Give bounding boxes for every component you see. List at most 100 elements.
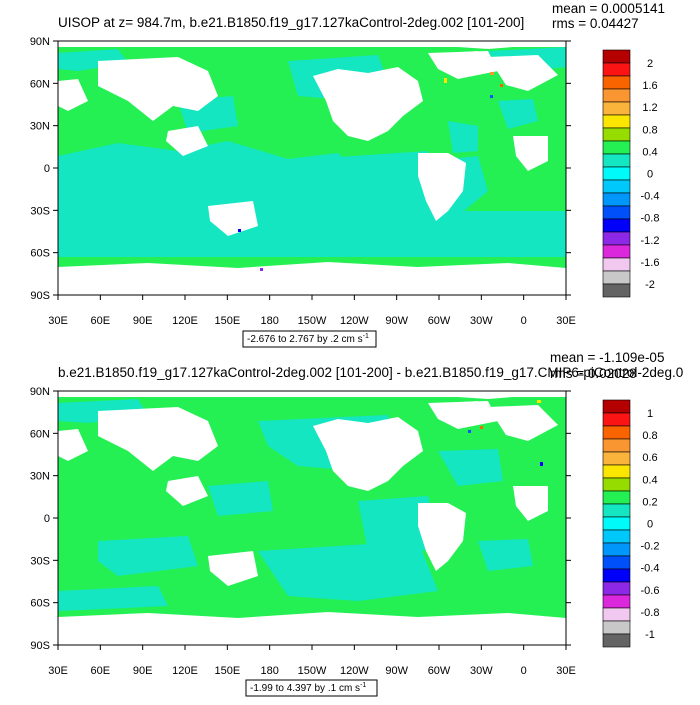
colorbar-swatch — [602, 153, 631, 168]
latitude-axis: 90N 60N 30N 0 30S 60S 90S — [30, 36, 571, 302]
x-tick-label: 30W — [470, 665, 493, 677]
x-tick-label: 60E — [91, 315, 111, 327]
colorbar-swatch — [602, 438, 631, 453]
y-tick-label: 0 — [44, 513, 50, 525]
y-tick-label: 30N — [30, 121, 50, 133]
longitude-axis: 30E 60E 90E 120E 150E 180 150W 120W 90W 60W 30W 0 30… — [48, 295, 576, 327]
colorbar-swatch — [602, 464, 631, 479]
colorbar-swatch — [602, 516, 631, 531]
colorbar-swatch — [602, 555, 631, 570]
colorbar-label: 1.2 — [642, 102, 657, 114]
colorbar-label: 0.2 — [642, 496, 657, 508]
x-tick-label: 90E — [133, 665, 153, 677]
x-tick-label: 30E — [556, 665, 576, 677]
x-tick-label: 60W — [428, 665, 451, 677]
land-masks — [58, 41, 566, 295]
x-tick-label: 150W — [298, 665, 327, 677]
colorbar-swatch — [602, 127, 631, 142]
colorbar-swatch — [602, 542, 631, 557]
colorbar-label: 1.6 — [642, 80, 657, 92]
colorbar-swatch — [602, 503, 631, 518]
y-tick-label: 30S — [30, 205, 50, 217]
y-tick-label: 90N — [30, 386, 50, 398]
ocean-spots — [238, 72, 503, 271]
colorbar-swatch — [602, 218, 631, 233]
y-tick-label: 60N — [30, 78, 50, 90]
colorbar-swatch — [602, 62, 631, 77]
contour-info: -1.99 to 4.397 by .1 cm s-1 — [250, 682, 366, 694]
colorbar-label: 0.4 — [642, 146, 657, 158]
x-tick-label: 180 — [260, 665, 278, 677]
y-tick-label: 90S — [30, 640, 50, 652]
colorbar-swatch — [602, 568, 631, 583]
colorbar-label: 0 — [647, 519, 653, 531]
colorbar-label: -0.4 — [641, 191, 660, 203]
colorbar-label: 1 — [647, 408, 653, 420]
y-tick-label: 30S — [30, 555, 50, 567]
colorbar: 1 0.8 0.6 0.4 0.2 0 -0.2 -0.4 -0.6 -0.8 -1 — [602, 399, 660, 648]
land-masks — [58, 391, 566, 645]
x-tick-label: 30E — [48, 315, 68, 327]
x-tick-label: 120E — [172, 315, 198, 327]
map-field — [58, 41, 566, 295]
panel-title: b.e21.B1850.f19_g17.127kaControl-2deg.00… — [58, 365, 683, 380]
x-tick-label: 180 — [260, 315, 278, 327]
colorbar-swatch — [602, 244, 631, 259]
y-tick-label: 60S — [30, 598, 50, 610]
colorbar-swatch — [602, 477, 631, 492]
colorbar-label: -1.6 — [641, 257, 660, 269]
colorbar-label: -0.8 — [641, 607, 660, 619]
colorbar-swatch — [602, 205, 631, 220]
colorbar-swatch — [602, 140, 631, 155]
x-tick-label: 30E — [556, 315, 576, 327]
mean-stat: mean = 0.0005141 — [552, 1, 665, 16]
colorbar-swatch — [602, 425, 631, 440]
y-tick-label: 30N — [30, 471, 50, 483]
x-tick-label: 0 — [521, 315, 527, 327]
x-tick-label: 90W — [385, 665, 408, 677]
rms-stat: rms = 0.02028 — [550, 366, 637, 381]
colorbar-swatch — [602, 529, 631, 544]
x-tick-label: 90E — [133, 315, 153, 327]
x-tick-label: 120W — [340, 315, 369, 327]
y-tick-label: 90N — [30, 36, 50, 48]
colorbar-swatch — [602, 257, 631, 272]
colorbar-swatch — [602, 633, 631, 648]
colorbar-label: -0.6 — [641, 585, 660, 597]
colorbar-swatch — [602, 283, 631, 298]
x-tick-label: 0 — [521, 665, 527, 677]
colorbar-swatch — [602, 114, 631, 129]
colorbar-label: 0.8 — [642, 430, 657, 442]
x-tick-label: 150W — [298, 315, 327, 327]
panel-difference: b.e21.B1850.f19_g17.127kaControl-2deg.00… — [30, 350, 683, 697]
colorbar-label: -1.2 — [641, 235, 660, 247]
colorbar-label: 0.6 — [642, 452, 657, 464]
colorbar-swatch — [602, 270, 631, 285]
x-tick-label: 120E — [172, 665, 198, 677]
colorbar-swatch — [602, 179, 631, 194]
y-tick-label: 60N — [30, 428, 50, 440]
colorbar-swatch — [602, 594, 631, 609]
colorbar-label: -0.4 — [641, 563, 660, 575]
colorbar-label: 0 — [647, 169, 653, 181]
colorbar-swatch — [602, 101, 631, 116]
colorbar-swatch — [602, 399, 631, 414]
contour-info-box: -1.99 to 4.397 by .1 cm s-1 — [245, 679, 378, 697]
y-tick-label: 60S — [30, 248, 50, 260]
x-tick-label: 60W — [428, 315, 451, 327]
longitude-axis: 30E 60E 90E 120E 150E 180 150W 120W 90W 60W 30W 0 30… — [48, 645, 576, 677]
colorbar-label: 2 — [647, 58, 653, 70]
x-tick-label: 150E — [214, 665, 240, 677]
mean-stat: mean = -1.109e-05 — [550, 350, 664, 365]
colorbar-swatch — [602, 88, 631, 103]
colorbar-label: -1 — [645, 629, 655, 641]
panel-uisop: UISOP at z= 984.7m, b.e21.B1850.f19_g17.… — [30, 1, 665, 348]
colorbar: 2 1.6 1.2 0.8 0.4 0 -0.4 -0.8 -1.2 -1.6 -2 — [602, 49, 660, 298]
map-field — [58, 391, 566, 645]
colorbar-swatch — [602, 231, 631, 246]
colorbar-swatch — [602, 620, 631, 635]
colorbar-swatch — [602, 412, 631, 427]
colorbar-label: 0.8 — [642, 124, 657, 136]
x-tick-label: 60E — [91, 665, 111, 677]
